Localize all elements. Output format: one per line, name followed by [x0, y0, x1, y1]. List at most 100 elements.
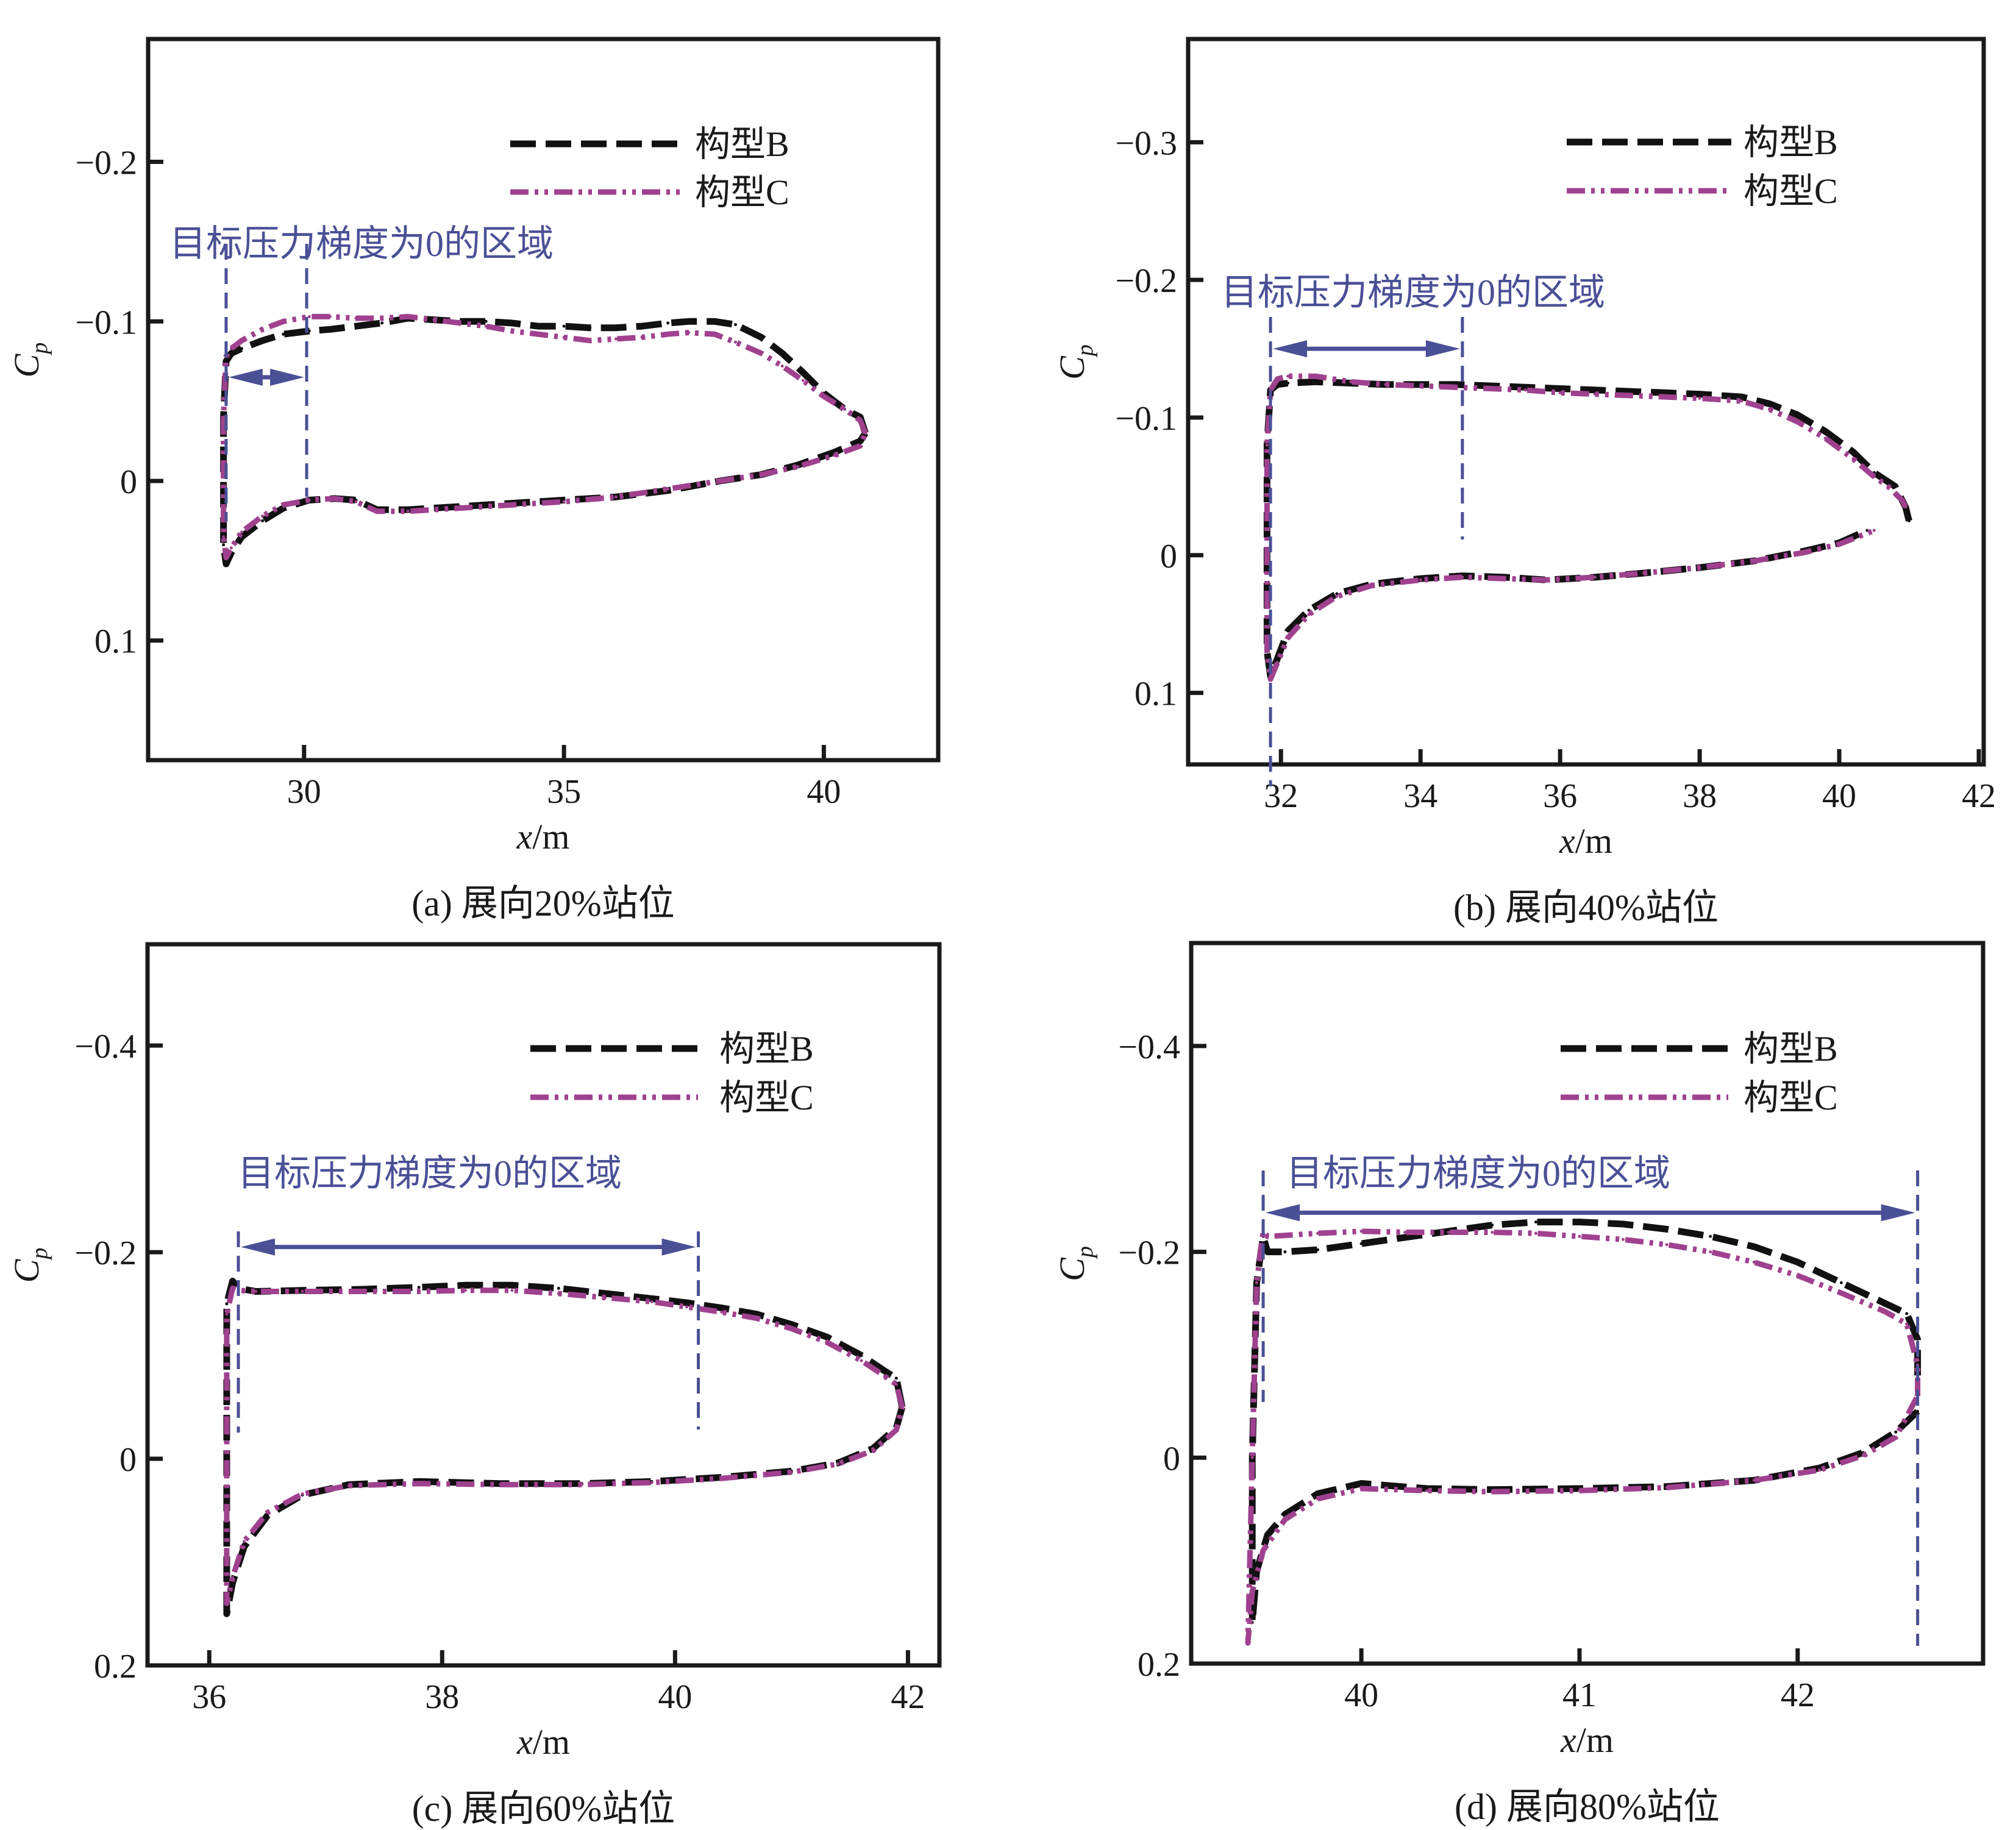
series-c-point [254, 1289, 258, 1293]
series-c-point [1861, 1454, 1865, 1458]
series-b-point [1276, 657, 1280, 660]
series-c-point [375, 510, 379, 513]
series-c-point [1698, 396, 1701, 400]
series-c-point [347, 1484, 351, 1487]
series-c-point [1665, 1486, 1669, 1489]
series-c-point [1265, 443, 1269, 447]
series-c-point [499, 1483, 502, 1486]
series-c-point [1593, 575, 1597, 579]
series-c-point [843, 407, 847, 411]
series-c-point [666, 487, 670, 491]
series-c-point [1283, 1518, 1287, 1522]
panel-caption: (b) 展向40%站位 [1453, 888, 1719, 928]
series-b-point [1578, 1220, 1581, 1224]
series-c-point [1872, 529, 1876, 532]
series-b-point [1403, 1236, 1407, 1239]
series-c-point [562, 500, 566, 504]
series-b-point [588, 326, 592, 330]
legend-label-b: 构型B [719, 1029, 814, 1069]
series-b-point [1622, 1222, 1625, 1226]
series-c-point [1900, 498, 1904, 502]
series-c-point [580, 1483, 584, 1486]
series-c-point [650, 1300, 654, 1303]
series-c-point [225, 1312, 229, 1316]
y-axis-label: Cp [7, 343, 52, 378]
panel-a: 30 35 40 −0.2 −0.1 0 0.1 x/m Cp (a) 展向20%站位 目标压力梯度… [7, 37, 941, 924]
series-c-point [406, 315, 410, 318]
series-b-point [1839, 1281, 1843, 1284]
series-b-point [1286, 382, 1290, 385]
series-c-point [1523, 388, 1527, 392]
series-b-point [640, 324, 644, 328]
series-b-point [229, 352, 233, 355]
series-c-point [230, 1286, 234, 1290]
series-c-point [1286, 636, 1290, 639]
series-c-point [229, 347, 233, 351]
legend-label-b: 构型B [1744, 123, 1838, 162]
series-c-point [1578, 1234, 1581, 1238]
legend-label-b: 构型B [695, 124, 789, 164]
series-c-point [1740, 399, 1744, 403]
series-c-point [1894, 1436, 1898, 1439]
y-tick-label: 0 [1163, 1440, 1180, 1478]
y-tick-label: 0 [1160, 538, 1177, 575]
series-b-point [1663, 391, 1667, 394]
series-b-point [1916, 1337, 1920, 1341]
series-c-point [860, 1359, 863, 1362]
series-b-point [222, 543, 226, 547]
legend-label-c: 构型C [1744, 1078, 1838, 1117]
series-c-line [221, 313, 868, 561]
series-c-point [417, 1289, 421, 1293]
series-c-point [301, 1289, 304, 1293]
series-b-point [733, 322, 737, 326]
series-c-point [1447, 1230, 1450, 1234]
x-tick-label: 40 [807, 773, 841, 811]
series-c-point [1803, 550, 1806, 554]
series-b-line [220, 315, 869, 568]
series-c-point [1752, 1478, 1756, 1482]
arrow-right-head-icon [1425, 340, 1460, 358]
series-b-line [1263, 378, 1912, 680]
series-c-point [1851, 457, 1855, 461]
x-tick-label: 42 [891, 1678, 925, 1716]
series-b-point [1883, 1301, 1887, 1305]
series-b-point [614, 326, 618, 330]
plot-frame [145, 942, 942, 1668]
series-c-point [1823, 436, 1827, 440]
series-b-point [230, 1280, 234, 1283]
series-c-point [1255, 1281, 1258, 1284]
series-b-point [225, 1302, 229, 1306]
series-c-point [222, 535, 226, 539]
series-c-point [562, 335, 566, 339]
series-b-point [687, 319, 691, 323]
series-c-point [801, 379, 805, 382]
y-tick-label: −0.2 [75, 144, 137, 182]
y-tick-label: −0.1 [75, 304, 137, 341]
x-axis-label: x/m [1560, 1720, 1614, 1760]
series-c-point [836, 1462, 840, 1466]
legend: 构型B 构型C [510, 124, 789, 212]
y-tick-label: −0.1 [1115, 400, 1177, 438]
series-c-point [1359, 1230, 1363, 1233]
series-c-point [224, 556, 228, 560]
series-c-point [328, 315, 332, 318]
x-axis-label: x/m [516, 817, 570, 856]
y-tick-label: −0.2 [1118, 1234, 1180, 1272]
series-c-point [1453, 385, 1457, 389]
x-tick-label: 30 [287, 773, 321, 811]
series-b-point [1752, 1245, 1756, 1248]
series-b-point [604, 1292, 607, 1295]
series-b-point [801, 371, 805, 374]
series-b-point [380, 321, 384, 325]
y-axis-label: Cp [7, 1248, 52, 1283]
series-c-point [380, 316, 384, 320]
legend-label-b: 构型B [1744, 1029, 1838, 1069]
series-b-point [536, 324, 540, 328]
series-c-point [510, 503, 514, 507]
x-tick-label: 35 [547, 773, 581, 811]
series-c-point [359, 1289, 363, 1293]
x-tick-label: 40 [1344, 1676, 1378, 1714]
series-c-point [1818, 1469, 1822, 1472]
series-c-point [282, 319, 285, 323]
